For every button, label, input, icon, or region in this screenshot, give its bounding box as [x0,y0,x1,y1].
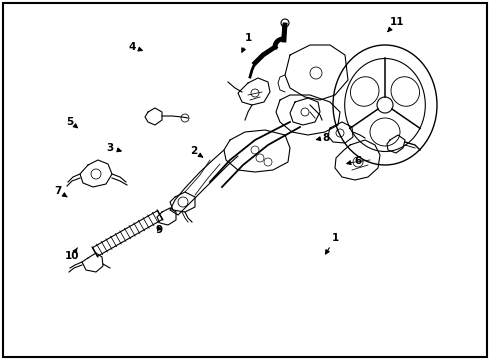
Text: 7: 7 [54,186,67,197]
Circle shape [281,19,289,27]
Text: 3: 3 [107,143,121,153]
Text: 1: 1 [242,33,252,52]
Text: 9: 9 [156,225,163,235]
Text: 11: 11 [388,17,404,32]
Text: 5: 5 [67,117,77,128]
Text: 4: 4 [128,42,142,52]
Text: 10: 10 [65,248,80,261]
Text: 1: 1 [325,233,339,254]
Text: 6: 6 [347,156,361,166]
Text: 2: 2 [190,146,203,157]
Text: 8: 8 [317,132,329,143]
